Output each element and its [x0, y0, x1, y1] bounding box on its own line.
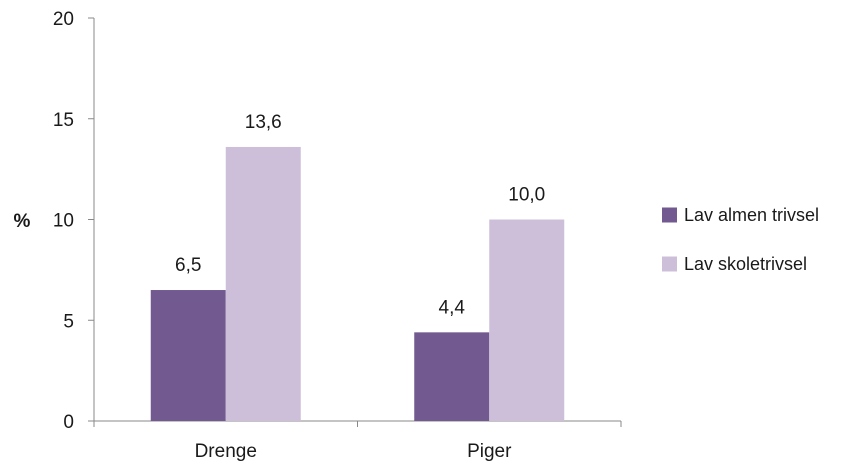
y-tick-label: 0	[63, 412, 74, 433]
legend: Lav almen trivsel Lav skoletrivsel	[662, 205, 819, 274]
y-axis: 0 5 10 15 20	[53, 9, 95, 433]
legend-label: Lav almen trivsel	[684, 205, 819, 225]
bar-lav-skoletrivsel	[489, 219, 565, 421]
data-label: 13,6	[245, 112, 282, 133]
data-label: 6,5	[175, 255, 201, 276]
legend-swatch	[662, 207, 677, 223]
data-label: 10,0	[508, 185, 545, 206]
legend-swatch	[662, 256, 677, 272]
bar-lav-almen-trivsel	[414, 332, 490, 421]
x-category-label: Drenge	[195, 441, 257, 462]
y-tick-label: 10	[53, 211, 74, 232]
y-tick-label: 15	[53, 110, 74, 131]
bar-lav-almen-trivsel	[150, 290, 226, 421]
data-labels: 6,5 13,6 4,4 10,0	[175, 112, 545, 318]
x-axis: Drenge Piger	[93, 420, 622, 462]
data-label: 4,4	[439, 297, 466, 318]
y-axis-label: %	[14, 211, 31, 232]
bar-lav-skoletrivsel	[225, 146, 301, 421]
legend-label: Lav skoletrivsel	[684, 254, 807, 274]
x-category-label: Piger	[467, 441, 512, 462]
y-tick-label: 5	[63, 311, 74, 332]
bars	[150, 146, 565, 421]
y-tick-label: 20	[53, 9, 74, 30]
